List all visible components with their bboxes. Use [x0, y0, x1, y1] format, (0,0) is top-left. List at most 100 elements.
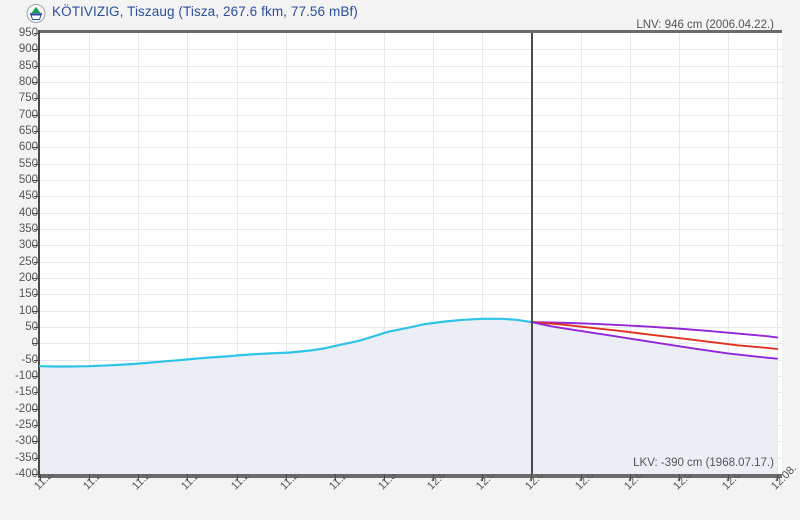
- y-axis-tick: [34, 392, 40, 394]
- y-axis-tick: [32, 245, 40, 247]
- gridline: [40, 163, 782, 165]
- y-axis-tick-label: 600: [18, 141, 38, 154]
- y-axis-tick-label: 500: [18, 174, 38, 186]
- y-axis-tick-label: 100: [18, 304, 38, 317]
- x-axis-tick: [187, 474, 189, 481]
- series-layer: [38, 317, 779, 474]
- y-axis-tick-label: 250: [18, 255, 38, 268]
- y-axis-tick-label: 400: [18, 206, 38, 219]
- y-axis-tick: [32, 474, 40, 475]
- y-axis-tick-label: 650: [18, 125, 38, 137]
- x-axis-tick: [482, 474, 484, 481]
- x-axis-tick: [580, 474, 582, 481]
- y-axis-tick-label: 950: [18, 27, 38, 39]
- x-axis-tick: [629, 474, 631, 481]
- x-axis-tick: [383, 474, 385, 481]
- x-axis-tick: [334, 474, 336, 481]
- y-axis-tick: [34, 457, 40, 459]
- y-axis-tick-label: 200: [18, 272, 38, 284]
- page-title: KÖTIVIZIG, Tiszaug (Tisza, 267.6 fkm, 77…: [52, 4, 358, 19]
- gridline: [285, 33, 287, 474]
- y-axis-tick: [32, 82, 40, 83]
- gridline: [334, 33, 336, 474]
- y-axis-tick: [32, 147, 40, 149]
- x-axis-line: [40, 474, 782, 478]
- x-axis-tick: [236, 474, 238, 481]
- gridline: [40, 82, 782, 83]
- y-axis-tick-label: -300: [14, 435, 38, 448]
- water-level-area-fill: [40, 318, 778, 474]
- gridline: [482, 33, 484, 474]
- y-axis-tick-label: 300: [18, 239, 38, 252]
- x-axis-tick: [138, 474, 140, 481]
- y-axis-tick-label: -200: [14, 402, 38, 415]
- y-axis-tick: [34, 229, 40, 230]
- y-axis-tick-label: 50: [25, 321, 38, 333]
- y-axis-tick: [34, 425, 40, 426]
- y-axis-tick-label: 800: [18, 76, 38, 88]
- y-axis-tick: [32, 212, 40, 214]
- x-axis-tick: [678, 474, 680, 481]
- y-axis-tick: [34, 327, 40, 328]
- kotivizig-logo-icon: [25, 4, 47, 23]
- y-axis-tick: [34, 163, 40, 165]
- y-axis-tick: [32, 310, 40, 312]
- x-axis-tick: [777, 474, 779, 481]
- y-axis-tick: [32, 114, 40, 116]
- chart-header: KÖTIVIZIG, Tiszaug (Tisza, 267.6 fkm, 77…: [0, 0, 800, 26]
- y-axis-tick: [34, 33, 40, 34]
- x-axis-tick: [531, 474, 533, 481]
- y-axis-tick: [34, 98, 40, 100]
- y-axis-tick-label: -250: [14, 419, 38, 431]
- y-axis-tick: [32, 441, 40, 443]
- y-axis-tick-label: 350: [18, 223, 38, 235]
- y-axis-tick-label: -150: [14, 386, 38, 399]
- y-axis-tick-label: 850: [18, 59, 38, 72]
- gridline: [40, 180, 782, 181]
- gridline: [40, 212, 782, 214]
- gridline: [40, 245, 782, 247]
- gridline: [40, 278, 782, 279]
- gridline: [678, 33, 680, 474]
- x-axis-tick: [285, 474, 287, 481]
- chart-plot-area: 950 900 850 800 750 700 650 600 550 500 450 400 350 3…: [15, 19, 799, 492]
- x-axis-tick: [40, 474, 41, 481]
- gridline: [138, 33, 140, 474]
- y-axis-tick: [32, 376, 40, 377]
- y-axis-tick-label: -100: [14, 370, 38, 382]
- series-line-measured-water-level: [38, 317, 533, 368]
- y-axis-tick-label: 450: [18, 190, 38, 203]
- y-axis-tick: [32, 343, 40, 345]
- y-axis-tick-label: 750: [18, 92, 38, 105]
- y-axis-tick: [32, 180, 40, 181]
- gridline: [40, 196, 782, 198]
- gridline: [580, 33, 582, 474]
- y-axis-tick: [34, 294, 40, 296]
- y-axis-line: [38, 30, 40, 478]
- y-axis-tick-label: -50: [21, 353, 38, 366]
- gridline: [40, 261, 782, 263]
- gridline: [236, 33, 238, 474]
- y-axis-tick-label: 700: [18, 108, 38, 121]
- series-line-forecast-upper-bound: [530, 321, 779, 339]
- x-axis-tick: [727, 474, 729, 481]
- y-axis-tick-label: 150: [18, 288, 38, 301]
- x-axis-tick: [89, 474, 91, 481]
- lkv-annotation: LKV: -390 cm (1968.07.17.): [633, 457, 774, 469]
- y-axis-tick-label: -350: [14, 451, 38, 464]
- current-time-marker: [531, 33, 533, 474]
- y-axis-tick: [34, 131, 40, 132]
- y-axis-tick-label: 550: [18, 157, 38, 170]
- gridline: [40, 49, 782, 51]
- y-axis-tick: [34, 196, 40, 198]
- gridline: [40, 147, 782, 149]
- gridline: [383, 33, 385, 474]
- gridline: [40, 98, 782, 100]
- plot-top-border: [40, 30, 782, 33]
- gridline: [40, 131, 782, 132]
- y-axis-tick: [32, 278, 40, 279]
- lnv-annotation: LNV: 946 cm (2006.04.22.): [636, 19, 774, 31]
- y-axis-tick-label: 0: [31, 337, 38, 350]
- gridline: [89, 33, 91, 474]
- gridline: [187, 33, 189, 474]
